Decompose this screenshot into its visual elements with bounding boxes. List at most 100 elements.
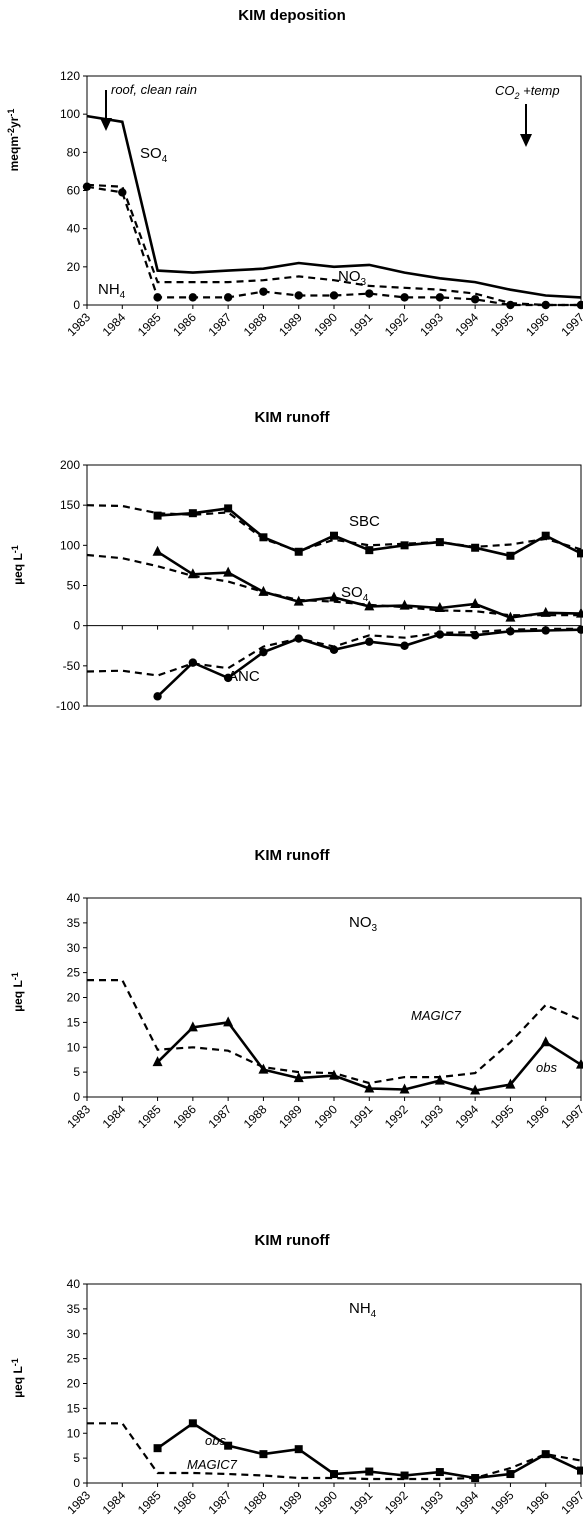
y-tick-label: -100: [56, 699, 80, 713]
point-nh4: [435, 293, 445, 302]
point-obs: [259, 1450, 268, 1459]
panel-runoff-no3: KIM runoff µeq L-1 0 5 10 15 20 25 30 35 40 1983…: [10, 847, 583, 1131]
obs-label: obs: [536, 1060, 557, 1075]
point-obs: [540, 1036, 551, 1047]
x-tick-label: 1991: [347, 1102, 376, 1131]
point-sbc-obs: [541, 531, 550, 540]
point-obs: [577, 1466, 583, 1475]
y-tick-label: 0: [73, 1090, 80, 1104]
series-marks: [86, 504, 583, 701]
y-tick-label: 15: [67, 1401, 81, 1415]
obs-label: obs: [205, 1433, 226, 1448]
point-sbc-obs: [400, 541, 409, 550]
point-anc-obs: [223, 673, 233, 683]
y-tick-label: 40: [67, 1277, 81, 1291]
chart-title: KIM runoff: [255, 409, 331, 426]
x-tick-label: 1986: [170, 1488, 199, 1517]
point-obs: [399, 1083, 410, 1094]
point-obs: [506, 1470, 515, 1479]
point-anc-obs: [435, 630, 445, 639]
x-tick-label: 1983: [64, 310, 93, 339]
x-tick-label: 1985: [135, 1488, 164, 1517]
point-anc-obs: [541, 626, 550, 635]
series-line-anc-magic7: [86, 627, 581, 677]
y-tick-label: 200: [60, 458, 80, 472]
panel-runoff-sbc: KIM runoff µeq L-1 -100 -50 0 50 100 150 200 S…: [10, 409, 583, 713]
point-obs: [187, 1021, 198, 1032]
point-obs: [541, 1450, 550, 1459]
point-nh4: [506, 300, 515, 310]
point-nh4: [223, 293, 233, 302]
y-tick-label: 35: [67, 916, 81, 930]
x-tick-label: 1990: [311, 1102, 340, 1131]
point-obs: [223, 1016, 234, 1027]
series-line-obs: [156, 1021, 582, 1092]
x-tick-label: 1994: [452, 1102, 481, 1131]
point-obs: [435, 1468, 444, 1477]
point-sbc-obs: [294, 547, 303, 556]
y-tick-label: 10: [67, 1040, 81, 1054]
plot-frame: [86, 464, 582, 707]
y-tick-label: 0: [73, 298, 80, 312]
point-obs: [364, 1082, 375, 1093]
point-sbc-obs: [330, 531, 338, 540]
y-tick-label: 25: [67, 1352, 81, 1366]
y-tick-label: 25: [67, 966, 81, 980]
roof-annotation: roof, clean rain: [111, 82, 197, 97]
x-tick-label: 1990: [311, 310, 340, 339]
point-nh4: [329, 291, 339, 300]
point-sbc-obs: [153, 511, 162, 520]
point-sbc-obs: [577, 549, 583, 558]
x-tick-label: 1985: [135, 310, 164, 339]
x-tick-label: 1993: [417, 310, 446, 339]
no3-label: NO3: [338, 268, 367, 288]
y-tick-label: 20: [67, 260, 81, 274]
magic7-label: MAGIC7: [411, 1008, 462, 1023]
point-nh4: [188, 293, 198, 302]
y-tick-label: 10: [67, 1426, 81, 1440]
x-tick-label: 1986: [170, 1102, 199, 1131]
x-tick-label: 1983: [64, 1488, 93, 1517]
x-tick-label: 1997: [558, 310, 583, 339]
point-nh4: [365, 289, 374, 298]
point-sbc-obs: [224, 504, 233, 513]
x-tick-label: 1984: [100, 1488, 129, 1517]
point-obs: [400, 1471, 409, 1480]
y-tick-label: 0: [73, 1476, 80, 1490]
y-tick-label: 35: [67, 1302, 81, 1316]
point-obs: [329, 1069, 339, 1080]
plot-frame: [86, 897, 582, 1098]
x-tick-labels: 1983 1984 1985 1986 1987 1988 1989 1990 1991 1992…: [64, 1097, 583, 1131]
y-tick-label: 0: [73, 619, 80, 633]
y-axis-label: µeq L-1: [10, 972, 25, 1012]
y-tick-label: 20: [67, 1377, 81, 1391]
point-sbc-obs: [506, 551, 515, 560]
x-tick-label: 1993: [417, 1102, 446, 1131]
point-nh4: [541, 300, 550, 310]
point-nh4: [470, 295, 480, 304]
point-nh4: [82, 182, 92, 191]
y-tick-label: 15: [67, 1015, 81, 1029]
point-obs: [293, 1072, 304, 1083]
point-so4-obs: [223, 566, 234, 577]
y-tick-label: 20: [67, 991, 81, 1005]
chart-title: KIM runoff: [255, 847, 331, 864]
point-anc-obs: [506, 627, 515, 636]
series-line-nh4: [86, 185, 581, 307]
nh4-label: NH4: [98, 281, 126, 301]
series-line-sbc-magic7: [86, 504, 582, 553]
x-tick-label: 1995: [488, 1488, 517, 1517]
x-tick-label: 1988: [241, 310, 270, 339]
x-tick-label: 1986: [170, 310, 199, 339]
y-tick-label: 50: [67, 579, 81, 593]
point-obs: [434, 1074, 445, 1085]
x-tick-label: 1993: [417, 1488, 446, 1517]
point-nh4: [118, 188, 127, 197]
point-nh4: [153, 293, 162, 302]
series-marks: [82, 114, 583, 310]
x-tick-label: 1992: [382, 1488, 411, 1517]
y-axis-label: µeq L-1: [10, 545, 25, 585]
y-axis-label: µeq L-1: [10, 1358, 25, 1398]
y-tick-labels: 0 5 10 15 20 25 30 35 40: [67, 891, 87, 1104]
